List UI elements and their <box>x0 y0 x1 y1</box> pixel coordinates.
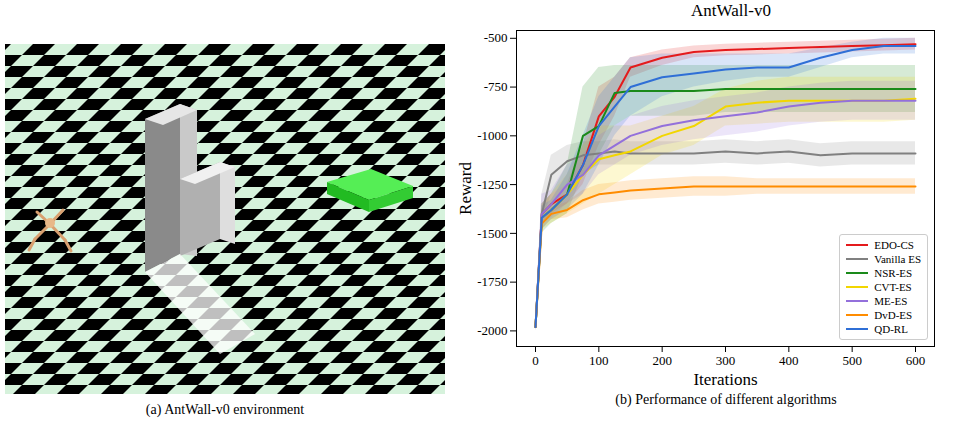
html-text:EDO-CS: EDO-CS <box>874 239 914 251</box>
html-text:ME-ES: ME-ES <box>874 295 908 307</box>
svg-text:-2000: -2000 <box>477 323 507 338</box>
svg-text:-500: -500 <box>484 30 508 45</box>
html-text:QD-RL: QD-RL <box>874 323 908 335</box>
html-text:(a) AntWall-v0 environment: (a) AntWall-v0 environment <box>145 402 305 417</box>
svg-text:100: 100 <box>589 353 609 368</box>
svg-text:300: 300 <box>716 353 736 368</box>
html-text:NSR-ES: NSR-ES <box>874 267 913 279</box>
svg-text:Reward: Reward <box>456 162 475 215</box>
html-text:DvD-ES: DvD-ES <box>874 309 913 321</box>
svg-text:-1500: -1500 <box>477 226 507 241</box>
svg-text:-750: -750 <box>484 79 508 94</box>
svg-text:200: 200 <box>652 353 672 368</box>
svg-text:-1000: -1000 <box>477 128 507 143</box>
svg-text:Iterations: Iterations <box>693 370 757 389</box>
html-text:(b) Performance of different a: (b) Performance of different algorithms <box>615 392 837 407</box>
svg-text:600: 600 <box>906 353 926 368</box>
html-text:AntWall-v0: AntWall-v0 <box>691 1 771 20</box>
svg-text:500: 500 <box>842 353 862 368</box>
svg-text:-1250: -1250 <box>477 177 507 192</box>
html-text:CVT-ES: CVT-ES <box>874 281 912 293</box>
html-text:Vanilla ES: Vanilla ES <box>874 253 921 265</box>
svg-text:-1750: -1750 <box>477 274 507 289</box>
svg-text:400: 400 <box>779 353 799 368</box>
svg-text:0: 0 <box>532 353 539 368</box>
